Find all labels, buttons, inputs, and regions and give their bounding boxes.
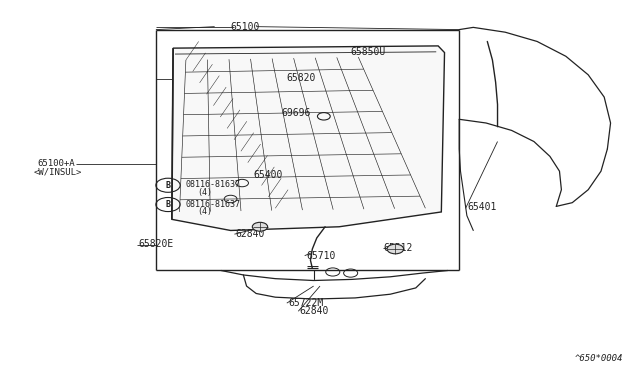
Circle shape xyxy=(387,244,404,254)
Text: (4): (4) xyxy=(197,208,212,217)
Text: 62840: 62840 xyxy=(236,229,265,239)
Text: 08116-81637: 08116-81637 xyxy=(186,200,241,209)
Text: 65722M: 65722M xyxy=(288,298,323,308)
Text: ^650*0004: ^650*0004 xyxy=(575,354,623,363)
Text: 65400: 65400 xyxy=(253,170,282,180)
Text: 65820E: 65820E xyxy=(138,239,173,249)
Text: 65401: 65401 xyxy=(467,202,496,212)
Text: 65820: 65820 xyxy=(287,73,316,83)
Text: 08116-81637: 08116-81637 xyxy=(186,180,241,189)
Text: 65512: 65512 xyxy=(384,243,413,253)
Text: 65710: 65710 xyxy=(306,251,335,261)
Text: 69696: 69696 xyxy=(282,108,311,118)
Text: 62840: 62840 xyxy=(300,306,329,316)
Polygon shape xyxy=(172,46,445,231)
Text: (4): (4) xyxy=(197,188,212,197)
Text: <W/INSUL>: <W/INSUL> xyxy=(34,167,83,176)
Text: B: B xyxy=(166,181,170,190)
Text: B: B xyxy=(166,200,170,209)
Text: 65100: 65100 xyxy=(230,22,260,32)
Text: 65850U: 65850U xyxy=(351,47,386,57)
Circle shape xyxy=(252,222,268,231)
Text: 65100+A: 65100+A xyxy=(38,158,76,167)
